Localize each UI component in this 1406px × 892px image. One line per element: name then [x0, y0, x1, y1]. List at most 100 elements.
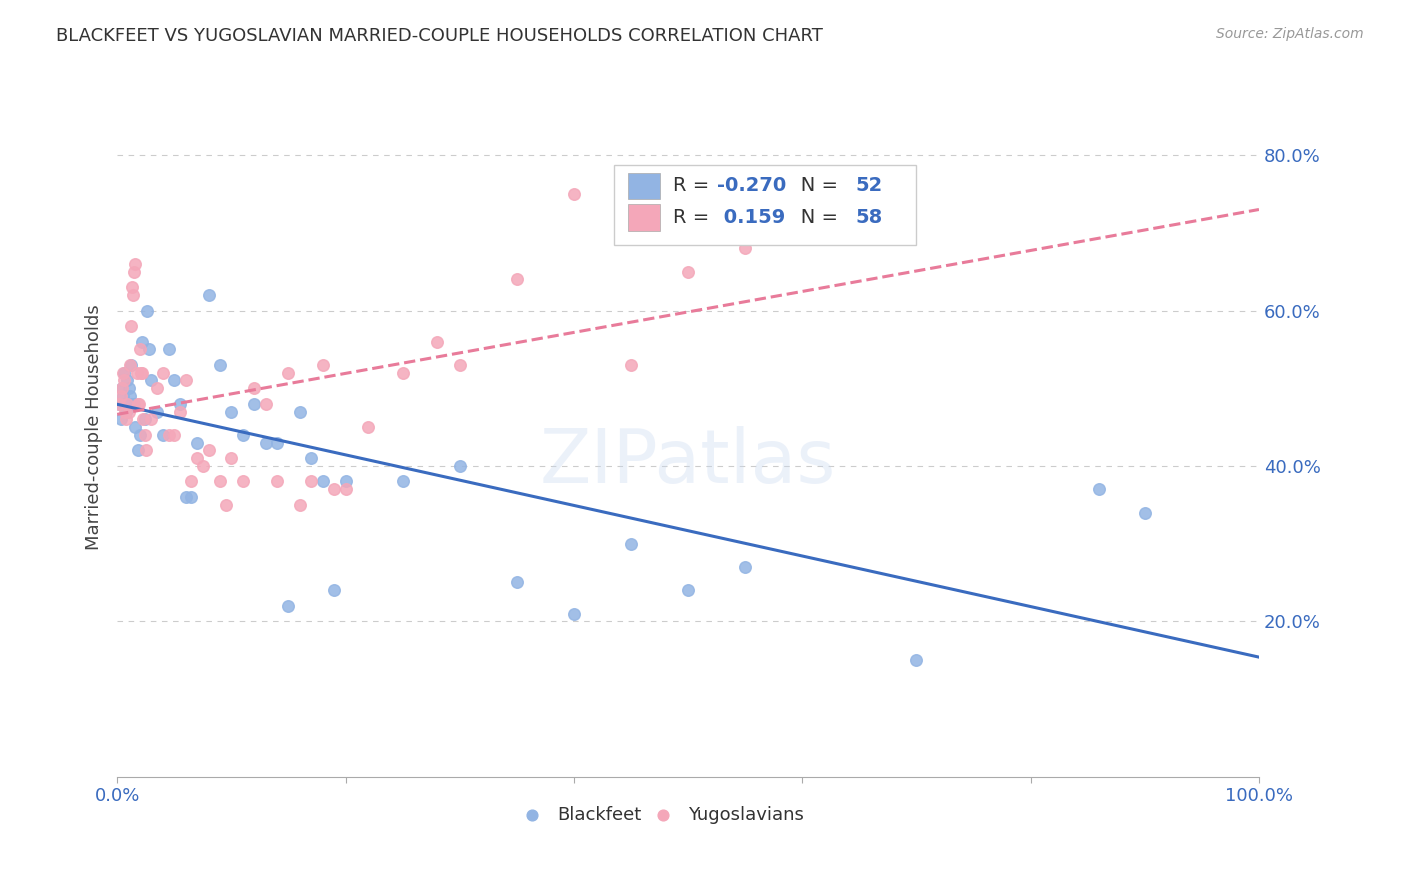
Point — [180, 490, 202, 504]
Point — [391, 475, 413, 489]
Point — [124, 265, 146, 279]
Point — [114, 404, 136, 418]
Point — [117, 381, 139, 395]
Point — [266, 475, 288, 489]
Point — [111, 366, 134, 380]
Point — [652, 813, 675, 827]
Text: BLACKFEET VS YUGOSLAVIAN MARRIED-COUPLE HOUSEHOLDS CORRELATION CHART: BLACKFEET VS YUGOSLAVIAN MARRIED-COUPLE … — [56, 27, 823, 45]
Text: 52: 52 — [856, 177, 883, 195]
Point — [357, 420, 380, 434]
Point — [163, 427, 186, 442]
Point — [108, 397, 131, 411]
Point — [135, 303, 157, 318]
Point — [299, 475, 322, 489]
Point — [169, 397, 191, 411]
Point — [208, 358, 231, 372]
Point — [254, 397, 277, 411]
Point — [288, 498, 311, 512]
Point — [152, 427, 174, 442]
Point — [848, 211, 870, 225]
Point — [146, 381, 169, 395]
Point — [121, 280, 143, 294]
Point — [132, 412, 155, 426]
Point — [277, 599, 299, 613]
Point — [174, 490, 197, 504]
Point — [129, 343, 152, 357]
Point — [131, 334, 153, 349]
Point — [152, 366, 174, 380]
Point — [186, 451, 208, 466]
Point — [117, 397, 139, 411]
Point — [266, 435, 288, 450]
Point — [277, 366, 299, 380]
Point — [562, 607, 585, 621]
Text: R =: R = — [673, 177, 716, 195]
Point — [124, 397, 146, 411]
Point — [124, 420, 146, 434]
Point — [111, 389, 134, 403]
Point — [254, 435, 277, 450]
Point — [163, 374, 186, 388]
Point — [112, 374, 135, 388]
Point — [128, 397, 150, 411]
Point — [232, 427, 254, 442]
Point — [197, 443, 219, 458]
Point — [127, 397, 149, 411]
Point — [157, 343, 180, 357]
Text: 58: 58 — [856, 208, 883, 227]
Point — [620, 536, 643, 550]
Point — [134, 412, 156, 426]
Point — [141, 374, 163, 388]
Point — [676, 583, 699, 598]
Point — [117, 404, 139, 418]
Point — [197, 288, 219, 302]
Text: Yugoslavians: Yugoslavians — [688, 806, 804, 824]
Point — [111, 381, 134, 395]
Point — [1133, 506, 1156, 520]
Point — [335, 475, 357, 489]
Point — [127, 443, 149, 458]
Point — [120, 319, 142, 334]
Point — [108, 397, 131, 411]
Point — [208, 475, 231, 489]
Text: R =: R = — [673, 208, 716, 227]
Point — [121, 397, 143, 411]
Point — [129, 427, 152, 442]
Point — [391, 366, 413, 380]
Point — [506, 272, 529, 286]
Text: Blackfeet: Blackfeet — [557, 806, 641, 824]
Y-axis label: Married-couple Households: Married-couple Households — [86, 304, 103, 550]
Point — [620, 358, 643, 372]
Point — [138, 343, 160, 357]
Point — [157, 427, 180, 442]
Point — [111, 381, 134, 395]
Point — [180, 475, 202, 489]
Point — [312, 358, 335, 372]
Point — [124, 257, 146, 271]
Point — [1088, 482, 1111, 496]
Text: -0.270: -0.270 — [717, 177, 786, 195]
Point — [323, 482, 346, 496]
Point — [232, 475, 254, 489]
Point — [449, 458, 471, 473]
Point — [186, 435, 208, 450]
Point — [169, 404, 191, 418]
Point — [449, 358, 471, 372]
Point — [191, 458, 214, 473]
Point — [312, 475, 335, 489]
FancyBboxPatch shape — [627, 204, 659, 230]
Point — [288, 404, 311, 418]
Point — [243, 381, 266, 395]
Point — [146, 404, 169, 418]
Point — [115, 404, 138, 418]
Text: ZIPatlas: ZIPatlas — [540, 425, 837, 499]
Point — [506, 575, 529, 590]
FancyBboxPatch shape — [627, 172, 659, 199]
Point — [135, 443, 157, 458]
Point — [125, 366, 148, 380]
Point — [118, 358, 141, 372]
Point — [117, 374, 139, 388]
Point — [134, 427, 156, 442]
Point — [221, 404, 243, 418]
Point — [299, 451, 322, 466]
